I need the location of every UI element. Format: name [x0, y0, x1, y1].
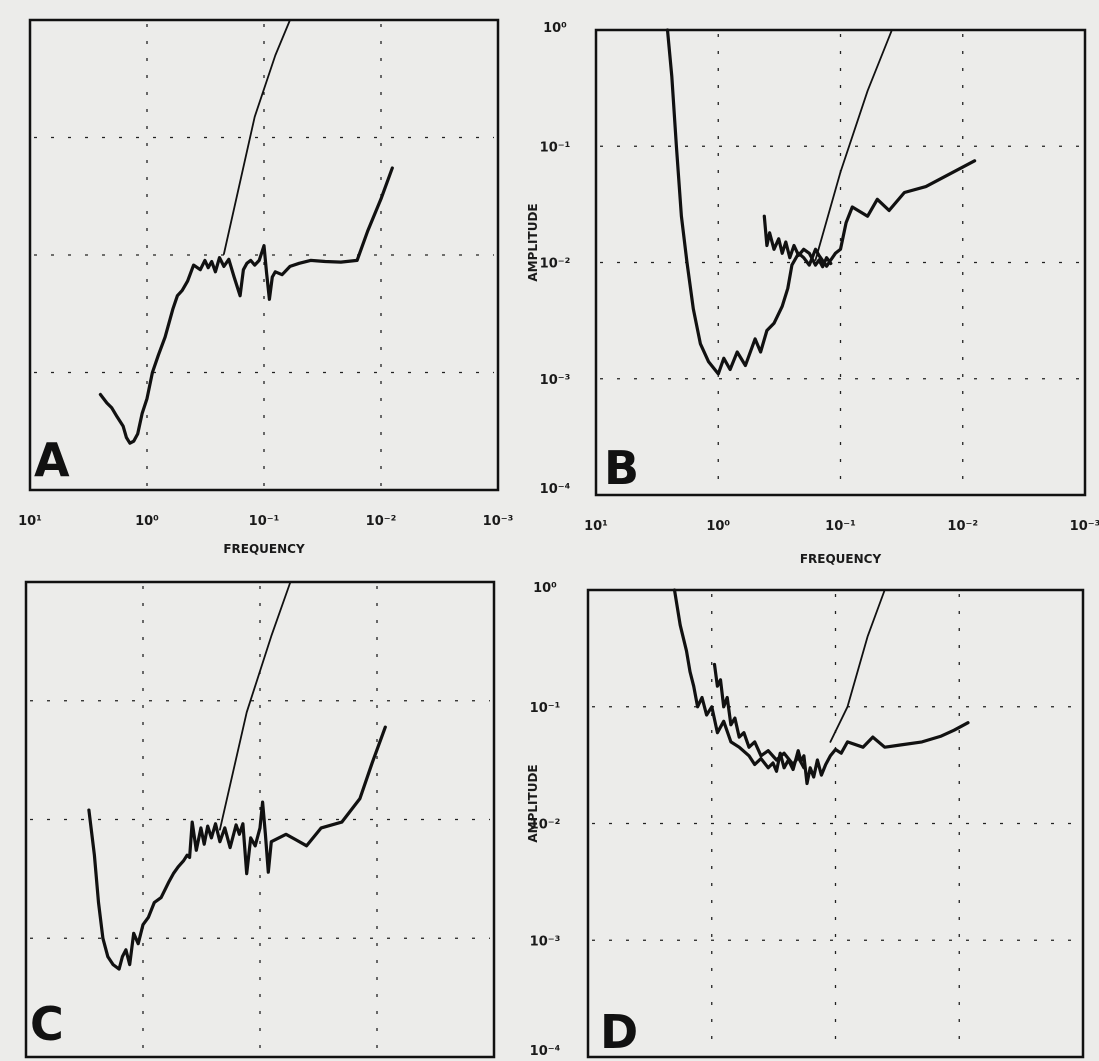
y-tick-label: 10⁻² [530, 818, 561, 833]
chart-panel-a: 10¹ 10⁰ 10⁻¹ 10⁻² 10⁻³ FREQUENCY [18, 18, 514, 556]
series-line-b-3 [762, 214, 833, 269]
series-line-b-1 [814, 29, 893, 261]
y-axis-label: AMPLITUDE [526, 203, 540, 281]
series-line-d-1 [829, 589, 886, 743]
y-tick-label: 10⁻⁴ [530, 1044, 561, 1059]
y-tick-label: 10⁻¹ [540, 140, 571, 155]
y-tick-label: 10⁰ [533, 581, 557, 596]
y-tick-label: 10⁰ [543, 21, 567, 36]
x-tick-label: 10¹ [18, 514, 42, 529]
chart-panel-c [24, 580, 496, 1059]
y-tick-label: 10⁻³ [530, 934, 561, 949]
panel-letter-d: D [600, 1005, 638, 1059]
series-line-a-1 [222, 19, 291, 255]
series-line-d-3 [712, 662, 806, 770]
plot-frame-c [24, 580, 496, 1059]
y-tick-label: 10⁻³ [540, 373, 571, 388]
x-tick-label: 10⁻¹ [825, 519, 856, 534]
plot-frame-d [586, 588, 1085, 1059]
y-tick-label: 10⁻² [540, 257, 571, 272]
panel-letter-a: A [34, 433, 70, 487]
series-line-b-2 [665, 28, 977, 376]
series-line-c-1 [218, 581, 292, 831]
x-tick-label: 10⁻¹ [249, 514, 280, 529]
y-axis-label: AMPLITUDE [526, 764, 540, 842]
x-tick-label: 10⁻³ [483, 514, 514, 529]
plot-frame-a [28, 18, 500, 492]
x-tick-label: 10⁰ [135, 514, 159, 529]
y-tick-label: 10⁻⁴ [540, 482, 571, 497]
x-axis-label: FREQUENCY [223, 542, 305, 556]
x-tick-label: 10⁻² [366, 514, 397, 529]
series-line-c-2 [87, 725, 387, 971]
series-line-a-2 [98, 166, 394, 445]
x-axis-label: FREQUENCY [800, 552, 882, 566]
x-tick-label: 10¹ [584, 519, 608, 534]
chart-panel-b: 10¹ 10⁰ 10⁻¹ 10⁻² 10⁻³ FREQUENCY 10⁰ 10⁻¹ 10⁻² 10… [526, 21, 1099, 566]
plot-frame-b [594, 28, 1087, 497]
series-line-d-2 [672, 588, 970, 786]
panel-letter-b: B [604, 441, 639, 495]
x-tick-label: 10⁰ [706, 519, 730, 534]
panel-letter-c: C [30, 997, 64, 1051]
y-tick-label: 10⁻¹ [530, 701, 561, 716]
x-tick-label: 10⁻³ [1070, 519, 1099, 534]
x-tick-label: 10⁻² [947, 519, 978, 534]
chart-panel-d: 10⁰ 10⁻¹ 10⁻² 10⁻³ 10⁻⁴ AMPLITUDE [526, 581, 1085, 1059]
